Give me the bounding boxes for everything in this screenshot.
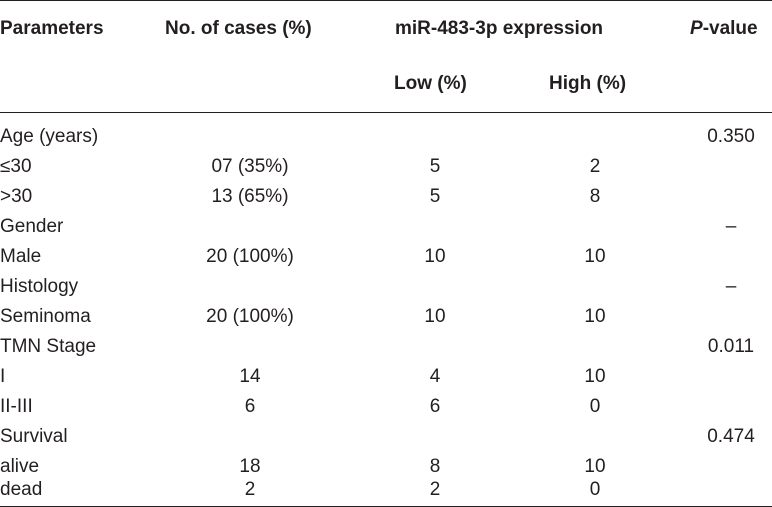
cell-parameter: TMN Stage bbox=[0, 336, 97, 357]
cell-pvalue: 0.474 bbox=[707, 426, 755, 447]
header-parameters: Parameters bbox=[0, 18, 104, 39]
table-top-rule bbox=[0, 0, 772, 1]
cell-high: 10 bbox=[584, 246, 606, 267]
cell-parameter: II-III bbox=[0, 396, 33, 417]
table-row: I 14 4 10 bbox=[0, 362, 772, 392]
cell-parameter: Age (years) bbox=[0, 126, 99, 147]
table-row: Histology – bbox=[0, 272, 772, 302]
table-row: ≤30 07 (35%) 5 2 bbox=[0, 152, 772, 182]
header-expression: miR-483-3p expression bbox=[395, 18, 604, 39]
cell-parameter: alive bbox=[0, 456, 40, 477]
cell-pvalue: – bbox=[725, 216, 737, 237]
table-row: alive 18 8 10 bbox=[0, 452, 772, 482]
cell-high: 0 bbox=[589, 479, 601, 500]
cell-parameter: Seminoma bbox=[0, 306, 91, 327]
table-row: >30 13 (65%) 5 8 bbox=[0, 182, 772, 212]
cell-pvalue: 0.011 bbox=[707, 336, 755, 357]
table-row: TMN Stage 0.011 bbox=[0, 332, 772, 362]
header-cases: No. of cases (%) bbox=[165, 18, 312, 39]
cell-low: 5 bbox=[429, 156, 441, 177]
table-row: dead 2 2 0 bbox=[0, 475, 772, 505]
cell-pvalue: 0.350 bbox=[707, 126, 755, 147]
cell-low: 2 bbox=[429, 479, 441, 500]
cell-cases: 07 (35%) bbox=[211, 156, 289, 177]
header-pvalue-rest: -value bbox=[702, 18, 758, 39]
cell-low: 5 bbox=[429, 186, 441, 207]
cell-parameter: Survival bbox=[0, 426, 68, 447]
table-row: Age (years) 0.350 bbox=[0, 122, 772, 152]
cell-cases: 20 (100%) bbox=[206, 246, 294, 267]
cell-cases: 20 (100%) bbox=[206, 306, 294, 327]
cell-low: 10 bbox=[424, 246, 446, 267]
cell-low: 8 bbox=[429, 456, 441, 477]
table-row: Male 20 (100%) 10 10 bbox=[0, 242, 772, 272]
cell-high: 10 bbox=[584, 306, 606, 327]
cell-low: 10 bbox=[424, 306, 446, 327]
cell-high: 10 bbox=[584, 366, 606, 387]
cell-low: 4 bbox=[429, 366, 441, 387]
table-row: Survival 0.474 bbox=[0, 422, 772, 452]
cell-high: 10 bbox=[584, 456, 606, 477]
table-row: II-III 6 6 0 bbox=[0, 392, 772, 422]
header-pvalue: P-value bbox=[690, 18, 758, 40]
cell-cases: 2 bbox=[244, 479, 256, 500]
cell-parameter: >30 bbox=[0, 186, 33, 207]
cell-cases: 14 bbox=[239, 366, 261, 387]
table-row: Seminoma 20 (100%) 10 10 bbox=[0, 302, 772, 332]
header-pvalue-italic: P bbox=[690, 18, 703, 39]
cell-high: 2 bbox=[589, 156, 601, 177]
header-high: High (%) bbox=[549, 73, 627, 94]
cell-low: 6 bbox=[429, 396, 441, 417]
cell-parameter: Male bbox=[0, 246, 42, 267]
cell-high: 8 bbox=[589, 186, 601, 207]
cell-cases: 18 bbox=[239, 456, 261, 477]
cell-parameter: Gender bbox=[0, 216, 64, 237]
cell-cases: 6 bbox=[244, 396, 256, 417]
cell-parameter: ≤30 bbox=[0, 156, 32, 177]
cell-high: 0 bbox=[589, 396, 601, 417]
header-low: Low (%) bbox=[394, 73, 467, 94]
cell-parameter: I bbox=[0, 366, 6, 387]
cell-parameter: Histology bbox=[0, 276, 79, 297]
cell-cases: 13 (65%) bbox=[211, 186, 289, 207]
cell-pvalue: – bbox=[725, 276, 737, 297]
table-row: Gender – bbox=[0, 212, 772, 242]
cell-parameter: dead bbox=[0, 479, 43, 500]
header-bottom-rule bbox=[0, 112, 772, 113]
